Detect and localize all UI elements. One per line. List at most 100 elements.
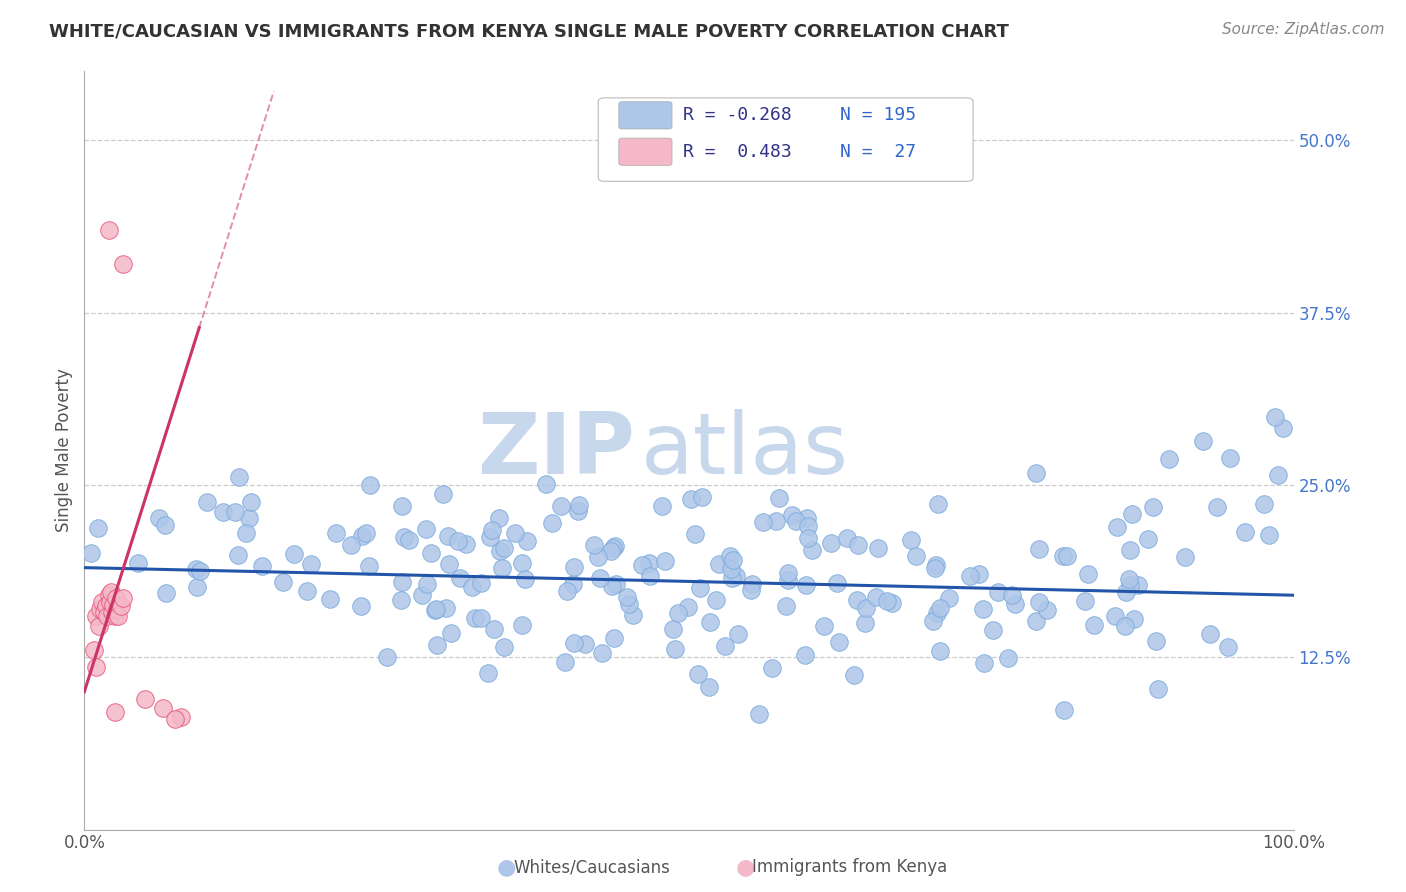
Point <box>434 601 457 615</box>
Point <box>924 561 946 575</box>
Point <box>250 558 273 573</box>
Point <box>683 527 706 541</box>
Point <box>699 615 721 629</box>
Point <box>794 648 817 662</box>
Point <box>797 531 820 545</box>
Point <box>845 592 868 607</box>
Point <box>477 666 499 681</box>
Point <box>153 517 176 532</box>
Point <box>1192 434 1215 448</box>
Point <box>104 706 127 720</box>
Point <box>938 591 960 606</box>
Point <box>638 556 661 570</box>
Point <box>589 571 612 585</box>
Point <box>651 499 673 513</box>
FancyBboxPatch shape <box>599 98 973 181</box>
Point <box>228 470 250 484</box>
Point <box>488 511 510 525</box>
Point <box>1073 594 1095 608</box>
Point <box>415 522 437 536</box>
Point <box>562 560 585 574</box>
Point <box>1253 497 1275 511</box>
Point <box>482 623 505 637</box>
Point <box>574 637 596 651</box>
Point <box>582 538 605 552</box>
Point <box>1000 588 1022 602</box>
Point <box>481 523 503 537</box>
Point <box>721 553 744 567</box>
Point <box>1056 549 1078 563</box>
Point <box>105 602 128 616</box>
Point <box>432 487 454 501</box>
Point <box>436 529 458 543</box>
Point <box>148 511 170 525</box>
Point <box>654 554 676 568</box>
Point <box>1121 508 1143 522</box>
Point <box>1233 524 1256 539</box>
Point <box>727 627 749 641</box>
Point <box>505 526 527 541</box>
Point <box>271 574 294 589</box>
Point <box>494 640 516 654</box>
Point <box>86 660 108 674</box>
Y-axis label: Single Male Poverty: Single Male Poverty <box>55 368 73 533</box>
Point <box>679 491 702 506</box>
Point <box>690 490 713 504</box>
Text: ●: ● <box>735 857 755 877</box>
Point <box>1118 578 1140 592</box>
Point <box>283 547 305 561</box>
Point <box>617 597 640 611</box>
Point <box>603 631 626 645</box>
Point <box>704 592 727 607</box>
Point <box>354 525 377 540</box>
Point <box>449 571 471 585</box>
Point <box>714 639 737 653</box>
Point <box>1157 451 1180 466</box>
Point <box>929 644 952 658</box>
Point <box>740 583 762 598</box>
Point <box>325 526 347 541</box>
Point <box>86 521 108 535</box>
Point <box>238 511 260 525</box>
Point <box>112 257 135 271</box>
Point <box>541 516 564 530</box>
Point <box>392 530 415 544</box>
Point <box>959 569 981 583</box>
Point <box>83 643 105 657</box>
Text: WHITE/CAUCASIAN VS IMMIGRANTS FROM KENYA SINGLE MALE POVERTY CORRELATION CHART: WHITE/CAUCASIAN VS IMMIGRANTS FROM KENYA… <box>49 22 1010 40</box>
Point <box>820 536 842 550</box>
Point <box>411 588 433 602</box>
Point <box>844 668 866 682</box>
Point <box>107 608 129 623</box>
Point <box>419 546 441 560</box>
Point <box>925 607 948 621</box>
Point <box>748 706 770 721</box>
Point <box>460 580 482 594</box>
Point <box>555 584 578 599</box>
Point <box>398 533 420 548</box>
Point <box>688 666 710 681</box>
Point <box>350 599 373 614</box>
Text: N =  27: N = 27 <box>841 143 917 161</box>
Point <box>855 600 877 615</box>
Point <box>86 608 108 623</box>
Point <box>1028 595 1050 609</box>
Point <box>104 591 127 605</box>
Point <box>929 600 952 615</box>
Point <box>456 537 478 551</box>
Point <box>447 533 470 548</box>
Point <box>778 573 800 587</box>
Point <box>554 655 576 669</box>
Point <box>513 572 536 586</box>
Point <box>98 595 121 609</box>
Point <box>1267 467 1289 482</box>
Point <box>110 599 132 614</box>
Text: N = 195: N = 195 <box>841 106 917 124</box>
Point <box>621 608 644 623</box>
Point <box>605 577 627 591</box>
Point <box>1174 550 1197 565</box>
Point <box>1119 542 1142 557</box>
Point <box>510 618 533 632</box>
Point <box>1114 619 1136 633</box>
Point <box>479 530 502 544</box>
